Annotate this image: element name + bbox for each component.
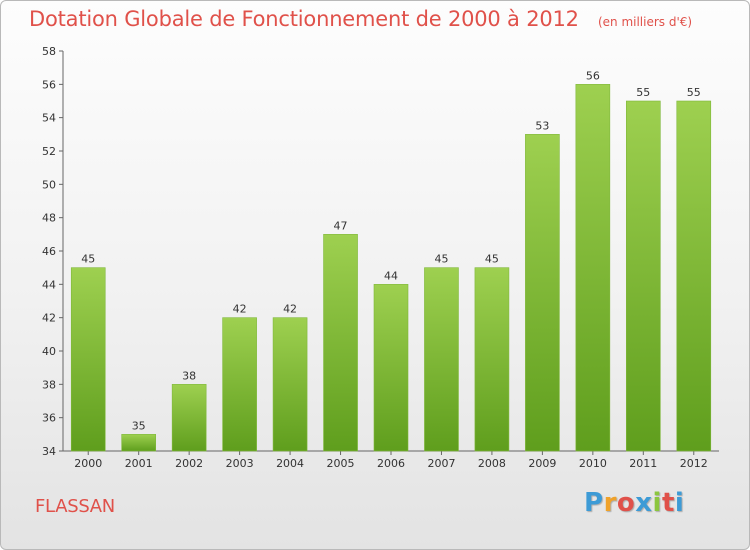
bar (222, 317, 257, 452)
bar (272, 317, 308, 452)
logo-letter: x (635, 488, 653, 518)
x-tick-label: 2004 (276, 457, 304, 470)
x-tick-label: 2010 (579, 457, 607, 470)
x-tick-label: 2006 (377, 457, 405, 470)
x-tick-label: 2000 (74, 457, 102, 470)
logo-letter: i (674, 488, 685, 518)
data-label: 38 (182, 369, 196, 382)
data-label: 45 (81, 253, 95, 266)
data-label: 55 (687, 86, 701, 99)
data-label: 56 (586, 69, 600, 82)
logo-letter: P (584, 488, 604, 518)
title-row: Dotation Globale de Fonctionnement de 20… (29, 7, 692, 31)
logo-letter: i (652, 488, 662, 518)
bar (373, 284, 409, 452)
y-tick-label: 44 (42, 278, 56, 291)
logo-letter: t (661, 488, 675, 518)
y-tick-label: 46 (42, 245, 56, 258)
bar (70, 267, 106, 452)
x-tick-label: 2009 (528, 457, 556, 470)
x-tick-label: 2002 (175, 457, 203, 470)
y-tick-label: 42 (42, 312, 56, 325)
data-label: 35 (132, 419, 146, 432)
y-tick-label: 50 (42, 178, 56, 191)
chart-subtitle: (en milliers d'€) (597, 15, 693, 29)
data-label: 45 (434, 253, 448, 266)
data-label: 45 (485, 253, 499, 266)
x-tick-label: 2005 (327, 457, 355, 470)
data-label: 53 (535, 119, 549, 132)
x-tick-label: 2012 (680, 457, 708, 470)
bar (121, 434, 156, 452)
y-tick-label: 56 (42, 78, 56, 91)
chart-title: Dotation Globale de Fonctionnement de 20… (29, 7, 579, 31)
bar (575, 84, 611, 452)
bar (424, 267, 459, 452)
y-tick-label: 48 (42, 212, 56, 225)
y-tick-label: 52 (42, 145, 56, 158)
data-label: 55 (636, 86, 650, 99)
logo-letter: r (603, 488, 617, 518)
y-tick-label: 58 (42, 45, 56, 58)
bar (474, 267, 510, 452)
y-tick-label: 54 (42, 112, 56, 125)
y-tick-label: 38 (42, 378, 56, 391)
bar (525, 134, 560, 452)
y-tick-label: 40 (42, 345, 56, 358)
bar (676, 100, 712, 452)
x-tick-label: 2001 (125, 457, 153, 470)
y-tick-label: 34 (42, 445, 56, 458)
x-tick-label: 2007 (427, 457, 455, 470)
commune-name: FLASSAN (35, 496, 115, 517)
bar (626, 100, 661, 452)
data-label: 42 (283, 303, 297, 316)
data-label: 44 (384, 269, 398, 282)
y-tick-label: 36 (42, 412, 56, 425)
bar (323, 234, 358, 452)
data-label: 42 (233, 303, 247, 316)
x-tick-label: 2003 (226, 457, 254, 470)
proxiti-logo[interactable]: Proxiti (584, 488, 684, 518)
bar (171, 384, 207, 452)
x-tick-label: 2008 (478, 457, 506, 470)
data-label: 47 (334, 219, 348, 232)
logo-letter: o (616, 488, 636, 518)
x-tick-label: 2011 (629, 457, 657, 470)
